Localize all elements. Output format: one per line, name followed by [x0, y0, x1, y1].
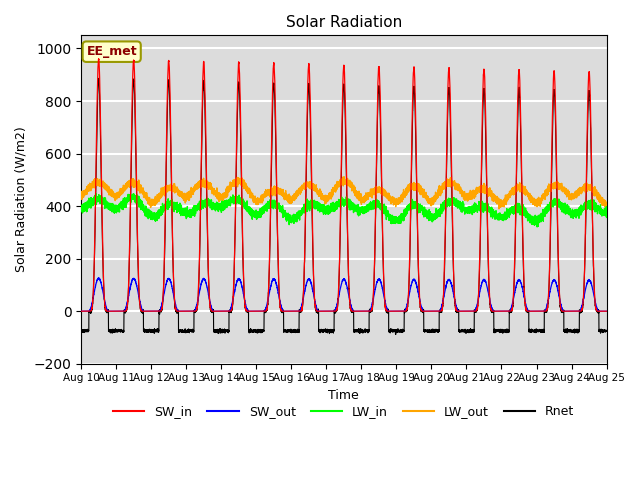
Line: LW_out: LW_out — [81, 177, 607, 209]
SW_in — [476, 241, 484, 247]
LW_in — [533, 224, 541, 230]
LW_in — [476, 204, 484, 209]
LW_out — [461, 196, 469, 202]
SW_out — [574, 308, 582, 314]
SW_in — [580, 268, 588, 274]
LW_out — [326, 191, 333, 197]
SW_in — [95, 56, 102, 62]
Line: SW_in: SW_in — [81, 59, 607, 311]
Legend: SW_in, SW_out, LW_in, LW_out, Rnet: SW_in, SW_out, LW_in, LW_out, Rnet — [108, 400, 579, 423]
SW_in — [461, 308, 469, 314]
SW_out — [461, 308, 469, 314]
Rnet — [326, 329, 333, 335]
Rnet — [392, 332, 399, 337]
SW_out — [256, 308, 264, 314]
Title: Solar Radiation: Solar Radiation — [285, 15, 402, 30]
SW_out — [476, 288, 484, 293]
Rnet — [461, 329, 469, 335]
SW_in — [574, 308, 582, 314]
LW_in — [77, 203, 85, 208]
SW_out — [580, 291, 588, 297]
X-axis label: Time: Time — [328, 389, 359, 402]
Rnet — [77, 327, 85, 333]
Rnet — [580, 267, 588, 273]
LW_in — [326, 204, 333, 210]
Line: Rnet: Rnet — [81, 78, 607, 335]
SW_out — [77, 308, 85, 314]
LW_in — [256, 212, 264, 218]
Line: SW_out: SW_out — [81, 278, 607, 311]
Rnet — [603, 328, 611, 334]
LW_out — [580, 185, 588, 191]
Text: EE_met: EE_met — [86, 45, 137, 58]
LW_in — [580, 204, 588, 209]
LW_out — [495, 206, 503, 212]
LW_out — [340, 174, 348, 180]
LW_out — [574, 190, 582, 196]
SW_in — [326, 308, 333, 314]
SW_out — [603, 308, 611, 314]
SW_in — [256, 308, 264, 314]
LW_in — [574, 207, 582, 213]
LW_out — [603, 203, 611, 209]
LW_in — [461, 208, 469, 214]
LW_in — [603, 215, 611, 220]
LW_out — [77, 193, 85, 199]
Y-axis label: Solar Radiation (W/m2): Solar Radiation (W/m2) — [15, 127, 28, 273]
LW_out — [256, 197, 264, 203]
SW_in — [77, 308, 85, 314]
Line: LW_in: LW_in — [81, 194, 607, 227]
Rnet — [256, 329, 264, 335]
SW_out — [95, 276, 102, 281]
LW_out — [476, 188, 484, 193]
Rnet — [574, 327, 582, 333]
LW_in — [129, 191, 137, 197]
Rnet — [476, 242, 484, 248]
Rnet — [95, 75, 102, 81]
SW_in — [603, 308, 611, 314]
SW_out — [326, 308, 333, 314]
